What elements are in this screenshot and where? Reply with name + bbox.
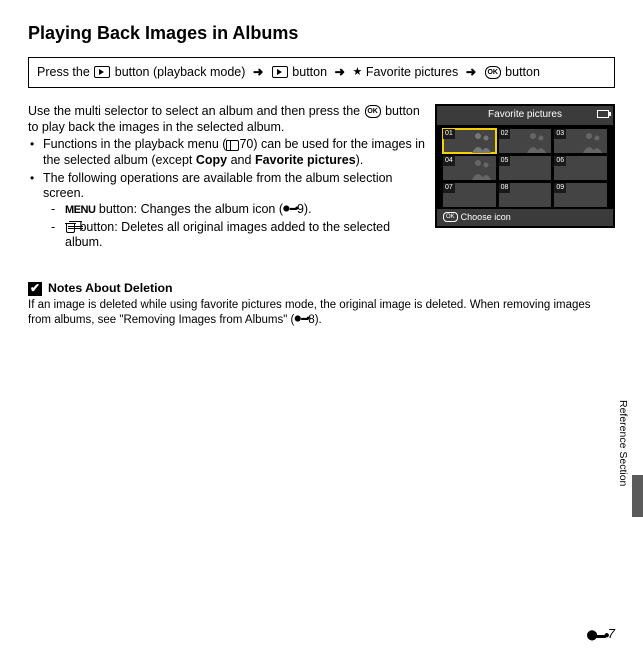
- bullet-text: Functions in the playback menu (: [43, 137, 226, 151]
- screen-title-bar: Favorite pictures: [437, 106, 613, 125]
- intro-line: Use the multi selector to select an albu…: [28, 104, 360, 118]
- album-thumb: 02: [499, 129, 552, 153]
- nav-text: Press the: [37, 65, 93, 79]
- screen-footer-text: Choose icon: [461, 212, 511, 222]
- album-thumb: 01: [443, 129, 496, 153]
- nav-text: button (playback mode): [111, 65, 249, 79]
- playback-icon: [94, 66, 110, 78]
- notes-body: If an image is deleted while using favor…: [28, 298, 615, 327]
- bullet-item: The following operations are available f…: [28, 171, 425, 251]
- notes-title-text: Notes About Deletion: [48, 281, 173, 295]
- section-side-tab: [632, 475, 643, 517]
- section-side-label: Reference Section: [616, 400, 629, 486]
- trash-icon: [65, 221, 76, 233]
- album-thumb: 06: [554, 156, 607, 180]
- star-icon: ★: [353, 67, 363, 77]
- sub-bullet-item: MENU button: Changes the album icon ( 9).: [43, 202, 425, 218]
- thumb-num: 04: [443, 156, 455, 167]
- ok-icon: OK: [485, 66, 501, 79]
- link-icon: [283, 202, 297, 216]
- arrow-icon: ➜: [335, 65, 345, 79]
- bullet-text: Favorite pictures: [255, 153, 356, 167]
- screen-footer: OKChoose icon: [437, 209, 613, 226]
- bullet-text: ).: [356, 153, 364, 167]
- nav-text: button: [502, 65, 540, 79]
- battery-icon: [597, 110, 609, 118]
- menu-button-icon: MENU: [65, 204, 95, 216]
- bullet-text: and: [227, 153, 255, 167]
- album-thumb: 07: [443, 183, 496, 207]
- album-thumb: 04: [443, 156, 496, 180]
- playback-icon: [272, 66, 288, 78]
- thumb-num: 08: [499, 183, 511, 194]
- checkbox-icon: [28, 282, 42, 296]
- album-thumb: 08: [499, 183, 552, 207]
- bullet-text: The following operations are available f…: [43, 171, 393, 201]
- notes-text: 8).: [308, 314, 321, 326]
- page-title: Playing Back Images in Albums: [28, 22, 615, 45]
- arrow-icon: ➜: [466, 65, 476, 79]
- album-thumb: 09: [554, 183, 607, 207]
- navigation-path-box: Press the button (playback mode) ➜ butto…: [28, 57, 615, 89]
- instruction-text: Use the multi selector to select an albu…: [28, 104, 425, 253]
- page-num-text: 7: [608, 626, 615, 641]
- ok-mini-icon: OK: [443, 212, 458, 222]
- nav-text: Favorite pictures: [362, 65, 461, 79]
- nav-text: button: [289, 65, 331, 79]
- page-number: ⬤▬●7: [587, 626, 615, 643]
- camera-screen-illustration: Favorite pictures 01 02 03 04 05 06 07 0…: [435, 104, 615, 253]
- reference-icon: [226, 140, 239, 151]
- bullet-item: Functions in the playback menu (70) can …: [28, 137, 425, 168]
- thumb-num: 09: [554, 183, 566, 194]
- screen-title-text: Favorite pictures: [488, 109, 562, 120]
- sub-text: button: Changes the album icon (: [95, 202, 283, 216]
- sub-text: button: Deletes all original images adde…: [65, 220, 390, 250]
- bullet-text: Copy: [196, 153, 227, 167]
- notes-heading: Notes About Deletion: [28, 281, 615, 296]
- thumb-num: 05: [499, 156, 511, 167]
- album-grid: 01 02 03 04 05 06 07 08 09: [437, 125, 613, 209]
- link-icon: ⬤▬●: [587, 630, 608, 641]
- link-icon: [294, 314, 308, 326]
- ok-icon: OK: [365, 105, 381, 118]
- album-thumb: 05: [499, 156, 552, 180]
- sub-text: 9).: [297, 202, 312, 216]
- thumb-num: 07: [443, 183, 455, 194]
- album-thumb: 03: [554, 129, 607, 153]
- thumb-num: 03: [554, 129, 566, 140]
- arrow-icon: ➜: [253, 65, 263, 79]
- thumb-num: 02: [499, 129, 511, 140]
- sub-bullet-item: button: Deletes all original images adde…: [43, 220, 425, 251]
- thumb-num: 06: [554, 156, 566, 167]
- thumb-num: 01: [443, 129, 455, 140]
